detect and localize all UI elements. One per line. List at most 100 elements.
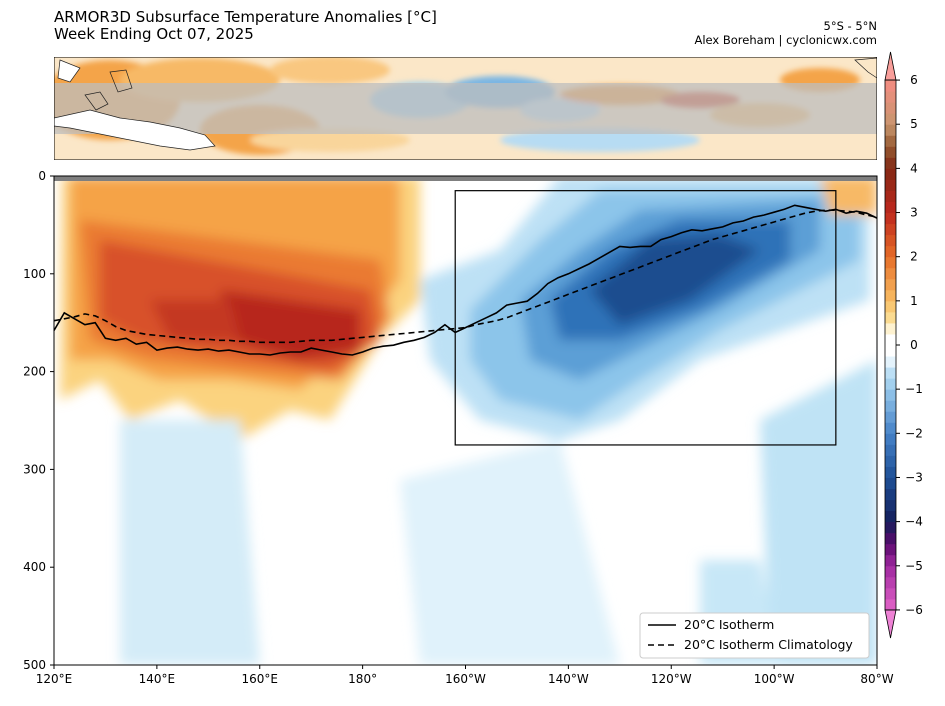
x-tick-label: 100°W <box>754 672 795 686</box>
y-tick-label: 500 <box>23 658 46 672</box>
colorbar-segment <box>885 477 896 489</box>
colorbar-segment <box>885 146 896 158</box>
colorbar-segment <box>885 444 896 456</box>
colorbar-tick-label: −6 <box>905 603 923 617</box>
colorbar-tick-label: −5 <box>905 559 923 573</box>
colorbar-segment <box>885 234 896 247</box>
colorbar-segment <box>885 212 896 225</box>
legend-entry: 20°C Isotherm <box>684 617 774 632</box>
colorbar-segment <box>885 587 896 600</box>
colorbar-segment <box>885 113 896 125</box>
colorbar-segment <box>885 345 896 357</box>
x-axis: 120°E 140°E 160°E 180° 160°W 140°W 120°W 100°W 8… <box>36 665 894 686</box>
x-tick-label: 140°E <box>139 672 176 686</box>
colorbar-segment <box>885 223 896 236</box>
section-plot <box>53 175 878 666</box>
isotherm-line <box>53 204 878 356</box>
colorbar-segment <box>885 190 896 202</box>
colorbar-segment <box>885 565 896 578</box>
colorbar-segment <box>885 488 896 501</box>
colorbar: 6 5 4 3 2 1 0 −1 −2 −3 −4 −5 −6 <box>884 51 923 639</box>
isotherm-climatology-line <box>53 209 878 344</box>
colorbar-segment <box>885 532 896 545</box>
colorbar-tick-label: 3 <box>910 206 918 220</box>
colorbar-segment <box>885 300 896 313</box>
y-tick-label: 100 <box>23 267 46 281</box>
x-tick-label: 120°W <box>651 672 692 686</box>
x-tick-label: 160°E <box>242 672 279 686</box>
colorbar-segment <box>885 466 896 478</box>
colorbar-segment <box>885 510 896 523</box>
colorbar-tick-label: 0 <box>910 338 918 352</box>
x-tick-label: 120°E <box>36 672 73 686</box>
colorbar-segment <box>885 157 896 169</box>
colorbar-segment <box>885 554 896 567</box>
colorbar-tick-label: 1 <box>910 294 918 308</box>
map-inset <box>54 57 877 160</box>
legend-entry: 20°C Isotherm Climatology <box>684 637 853 652</box>
colorbar-segment <box>885 499 896 512</box>
colorbar-segment <box>885 356 896 368</box>
colorbar-segment <box>885 245 896 258</box>
colorbar-segment <box>885 289 896 302</box>
colorbar-segment <box>885 543 896 556</box>
colorbar-segment <box>885 80 896 92</box>
credit-block: 5°S - 5°N Alex Boreham | cyclonicwx.com <box>694 19 877 47</box>
colorbar-segment <box>885 311 896 324</box>
region-label: 5°S - 5°N <box>823 19 878 33</box>
credit-label: Alex Boreham | cyclonicwx.com <box>694 33 877 47</box>
title-block: ARMOR3D Subsurface Temperature Anomalies… <box>54 9 437 43</box>
region-box <box>454 190 837 446</box>
y-axis: 0 100 200 300 400 500 <box>23 169 54 672</box>
x-tick-label: 180° <box>348 672 377 686</box>
legend-box <box>639 612 870 659</box>
colorbar-tick-label: −4 <box>905 515 923 529</box>
colorbar-tick-label: 4 <box>910 161 918 175</box>
colorbar-min-extension <box>884 609 897 639</box>
chart-subtitle: Week Ending Oct 07, 2025 <box>54 25 254 43</box>
colorbar-segment <box>885 179 896 191</box>
colorbar-segment <box>885 168 896 180</box>
y-tick-label: 200 <box>23 365 46 379</box>
colorbar-tick-label: 5 <box>910 117 918 131</box>
y-tick-label: 0 <box>38 169 46 183</box>
colorbar-segment <box>885 389 896 401</box>
colorbar-segment <box>885 102 896 114</box>
colorbar-segment <box>885 322 896 335</box>
colorbar-segment <box>885 267 896 280</box>
y-tick-label: 400 <box>23 560 46 574</box>
equatorial-band <box>54 83 877 134</box>
colorbar-segment <box>885 576 896 589</box>
colorbar-segment <box>885 378 896 390</box>
colorbar-tick-label: −1 <box>905 382 923 396</box>
chart-title: ARMOR3D Subsurface Temperature Anomalies… <box>54 8 437 26</box>
colorbar-segment <box>885 278 896 291</box>
legend: 20°C Isotherm 20°C Isotherm Climatology <box>639 612 870 659</box>
colorbar-segment <box>885 411 896 423</box>
colorbar-segment <box>885 400 896 412</box>
colorbar-segment <box>885 422 896 434</box>
colorbar-segment <box>885 124 896 136</box>
y-tick-label: 300 <box>23 462 46 476</box>
colorbar-tick-label: 2 <box>910 250 918 264</box>
colorbar-tick-label: −2 <box>905 426 923 440</box>
x-tick-label: 80°W <box>860 672 893 686</box>
colorbar-segment <box>885 201 896 214</box>
colorbar-segment <box>885 333 896 346</box>
colorbar-segment <box>885 91 896 103</box>
colorbar-segment <box>885 455 896 467</box>
colorbar-tick-label: −3 <box>905 470 923 484</box>
colorbar-segment <box>885 256 896 269</box>
anomaly-contours <box>60 176 877 665</box>
colorbar-segment <box>885 433 896 445</box>
surface-strip <box>54 176 877 181</box>
colorbar-tick-label: 6 <box>910 73 918 87</box>
colorbar-segment <box>885 367 896 379</box>
colorbar-max-extension <box>884 51 897 81</box>
colorbar-segment <box>885 598 896 611</box>
colorbar-segment <box>885 135 896 147</box>
map-coastlines <box>54 57 877 151</box>
colorbar-segment <box>885 521 896 534</box>
x-tick-label: 160°W <box>445 672 486 686</box>
